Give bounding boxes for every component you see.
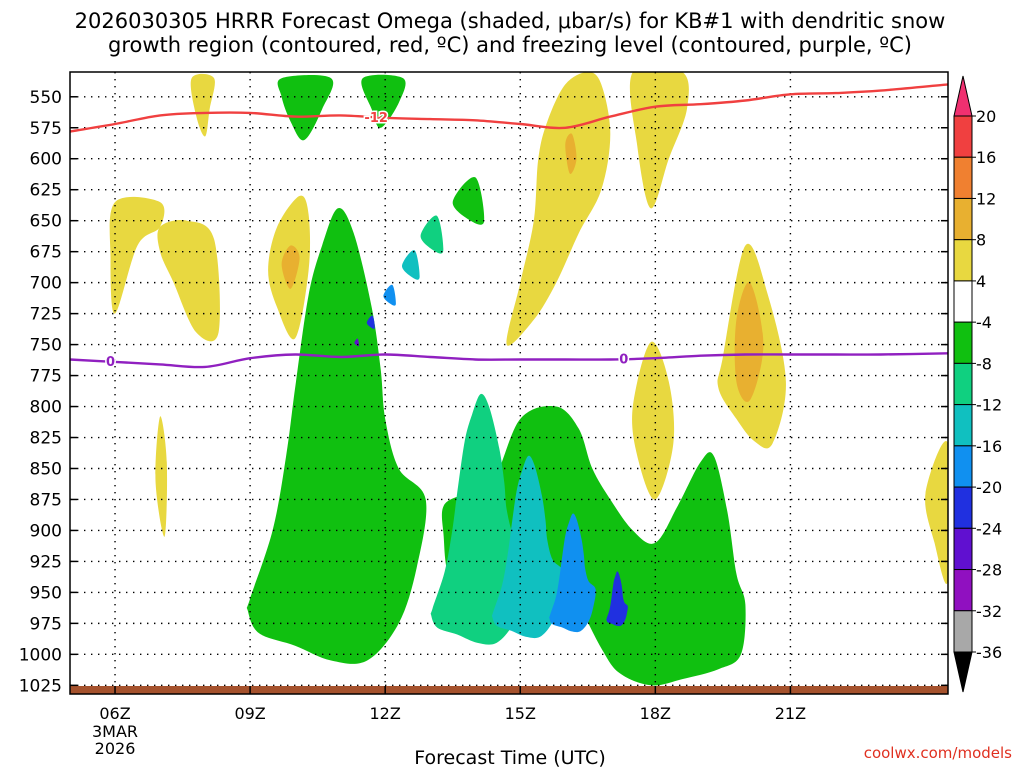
chart-title-line2: growth region (contoured, red, ºC) and f…: [108, 33, 912, 57]
x-tick-label-09Z: 09Z: [234, 704, 265, 723]
colorbar-box-9: [953, 486, 973, 529]
omega-core-0-1: [401, 250, 420, 280]
plot-frame: [69, 71, 949, 695]
contour-line-0: [70, 83, 948, 133]
colorbar-label-9: -20: [976, 478, 1002, 497]
colorbar: 20 16 12 8 4 -4 -8 -12 -16 -20 -24 -28 -32 -36: [953, 75, 1002, 693]
y-tick-label-950: 950: [30, 583, 62, 603]
x-tick-label-21Z: 21Z: [775, 704, 806, 723]
omega-region-17: [441, 405, 746, 686]
x-tick-sublabel-06Z-1: 2026: [95, 739, 136, 758]
colorbar-label-4: 4: [976, 272, 986, 291]
omega-region-13: [277, 75, 334, 141]
omega-region-10: [281, 245, 300, 289]
colorbar-box-10: [953, 527, 973, 571]
colorbar-label-3: 8: [976, 231, 986, 250]
chart-title-line1: 2026030305 HRRR Forecast Omega (shaded, …: [75, 9, 946, 33]
omega-region-1: [157, 220, 220, 342]
colorbar-label-7: -12: [976, 396, 1002, 415]
colorbar-box-8: [953, 445, 973, 488]
colorbar-box-3: [953, 239, 973, 282]
colorbar-label-8: -16: [976, 437, 1002, 456]
colorbar-label-13: -36: [976, 643, 1002, 662]
y-tick-label-600: 600: [30, 150, 62, 170]
colorbar-label-2: 12: [976, 189, 996, 208]
y-tick-label-1025: 1025: [19, 676, 62, 696]
colorbar-box-0: [953, 115, 973, 158]
omega-core-0-2: [383, 284, 396, 306]
y-tick-label-775: 775: [30, 367, 62, 387]
omega-region-0: [109, 196, 165, 314]
colorbar-top-arrow: [953, 75, 973, 117]
y-tick-label-925: 925: [30, 552, 62, 572]
omega-core-1-3: [606, 571, 628, 627]
colorbar-label-11: -28: [976, 561, 1002, 580]
x-tick-label-18Z: 18Z: [640, 704, 671, 723]
x-tick-label-15Z: 15Z: [505, 704, 536, 723]
omega-region-5: [506, 72, 611, 346]
colorbar-box-12: [953, 610, 973, 653]
omega-region-11: [565, 133, 577, 174]
y-tick-label-575: 575: [30, 119, 62, 139]
y-tick-label-650: 650: [30, 212, 62, 232]
colorbar-box-2: [953, 197, 973, 241]
omega-region-16: [246, 208, 427, 664]
omega-core-0-3: [366, 315, 375, 329]
contour-label-1-1: 0: [619, 353, 628, 368]
y-tick-label-975: 975: [30, 614, 62, 634]
colorbar-box-1: [953, 156, 973, 199]
contour-label-0-0: -12: [364, 111, 388, 126]
omega-region-14: [361, 74, 406, 128]
y-tick-label-750: 750: [30, 336, 62, 356]
colorbar-label-12: -32: [976, 602, 1002, 621]
omega-region-3: [155, 416, 168, 537]
y-tick-label-725: 725: [30, 305, 62, 325]
colorbar-label-0: 20: [976, 107, 996, 126]
ground-strip: [70, 686, 948, 694]
colorbar-box-7: [953, 404, 973, 447]
y-tick-label-850: 850: [30, 459, 62, 479]
grid-lines: [70, 72, 948, 694]
x-tick-label-12Z: 12Z: [370, 704, 401, 723]
omega-region-15: [452, 176, 485, 225]
omega-region-12: [734, 282, 764, 403]
omega-core-0-0: [420, 215, 444, 254]
y-tick-label-1000: 1000: [19, 645, 62, 665]
x-axis-title: Forecast Time (UTC): [414, 747, 605, 768]
colorbar-box-4: [953, 280, 973, 323]
y-tick-label-800: 800: [30, 398, 62, 418]
colorbar-box-6: [953, 362, 973, 406]
credit-text: coolwx.com/models: [864, 744, 1012, 762]
y-tick-label-675: 675: [30, 243, 62, 263]
colorbar-box-5: [953, 321, 973, 364]
y-tick-label-550: 550: [30, 88, 62, 108]
omega-core-1-1: [491, 455, 564, 639]
contour-lines: -12 0 0: [70, 83, 948, 372]
omega-region-6: [629, 72, 689, 209]
colorbar-label-5: -4: [976, 313, 992, 332]
x-tick-sublabel-06Z-0: 3MAR: [92, 722, 138, 741]
y-tick-label-825: 825: [30, 429, 62, 449]
y-tick-label-900: 900: [30, 521, 62, 541]
omega-shading: [109, 72, 948, 686]
omega-region-9: [925, 441, 948, 584]
y-tick-label-625: 625: [30, 181, 62, 201]
y-tick-label-700: 700: [30, 274, 62, 294]
colorbar-label-10: -24: [976, 519, 1002, 538]
colorbar-box-11: [953, 569, 973, 612]
y-tick-label-875: 875: [30, 490, 62, 510]
x-tick-label-06Z: 06Z: [99, 704, 130, 723]
contour-label-1-0: 0: [106, 355, 115, 370]
omega-core-1-2: [549, 513, 596, 633]
y-axis: 550 575 600 625 650 675 700 725 750 775 800 825 850 8…: [19, 88, 948, 696]
colorbar-bottom-arrow: [953, 651, 973, 693]
omega-region-2: [190, 73, 215, 137]
colorbar-label-6: -8: [976, 354, 992, 373]
colorbar-label-1: 16: [976, 148, 996, 167]
contour-line-1: [70, 352, 948, 369]
omega-region-7: [632, 341, 675, 500]
